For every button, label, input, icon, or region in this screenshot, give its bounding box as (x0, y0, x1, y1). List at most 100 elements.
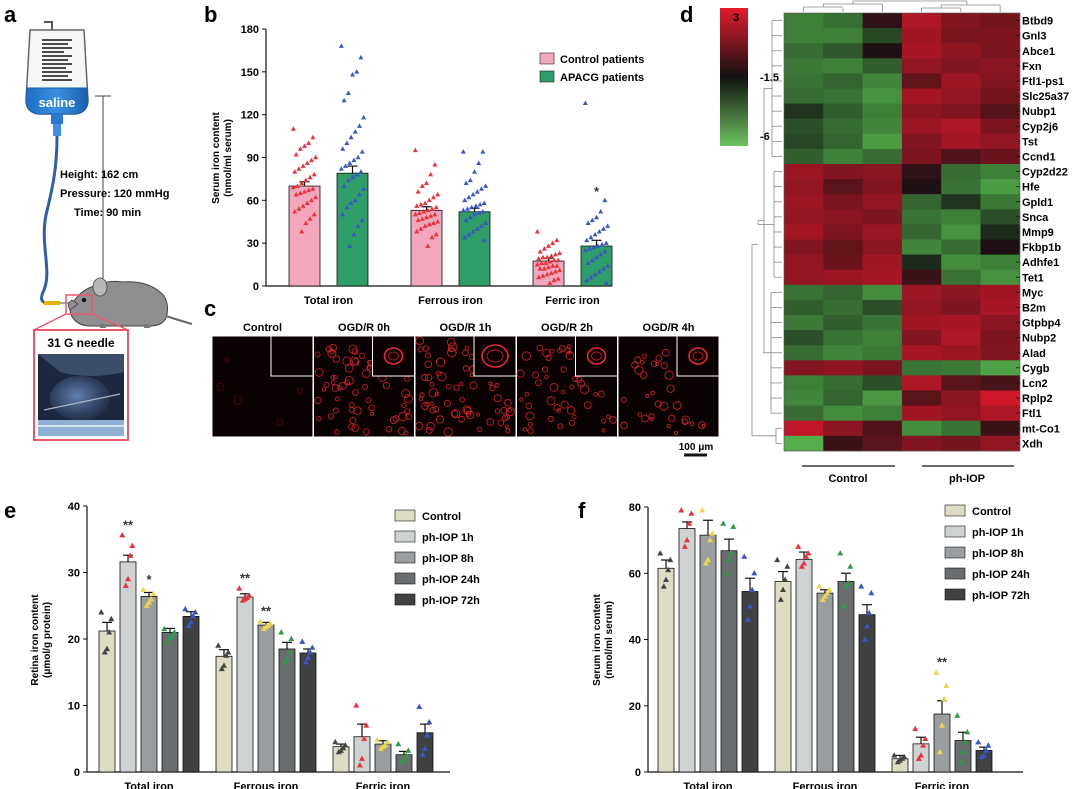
data-point-control-patients (304, 160, 310, 166)
heatmap-cell-gpld1 (823, 194, 863, 210)
heatmap-cell-nubp1 (901, 103, 942, 120)
heatmap-cell-gpld1 (862, 194, 903, 210)
row-label-tet1: Tet1 (1022, 272, 1044, 284)
panel-f-ylabel-2: (nmol/ml serum) (604, 601, 615, 679)
data-point-control-patients (306, 140, 312, 146)
cell-signal (641, 353, 647, 359)
cell-signal (560, 400, 569, 409)
data-point-control-patients (547, 259, 553, 264)
cell-signal (516, 369, 525, 378)
cell-signal (331, 384, 340, 392)
heatmap-cell-slc25a37 (901, 88, 942, 104)
data-point-apacg-patients (467, 214, 473, 220)
saline-bag-icon: saline (25, 21, 89, 136)
data-point-control-patients (412, 211, 418, 217)
data-point-control (223, 652, 230, 658)
cell-signal (560, 366, 567, 373)
panel-label-d: d (680, 2, 693, 27)
heatmap-cell-lcn2 (901, 375, 942, 391)
legend-label-ph-iop-8h: ph-IOP 8h (422, 553, 474, 565)
cell-signal (334, 429, 340, 435)
data-point-apacg-patients (344, 204, 350, 210)
data-point-control-patients (426, 221, 432, 227)
heatmap-cell-abce1 (980, 43, 1021, 59)
data-point-ph-iop-1h (684, 536, 690, 543)
heatmap-cell-btbd9 (980, 13, 1021, 29)
cell-signal (527, 427, 534, 434)
data-point-ph-iop-8h (826, 586, 833, 592)
data-point-ph-iop-1h (119, 532, 126, 538)
cell-signal (382, 381, 390, 390)
cell-signal (661, 348, 670, 357)
data-point-ph-iop-1h (127, 552, 134, 559)
heatmap-cell-mt-co1 (823, 420, 863, 437)
x-category-label: Total iron (683, 781, 733, 789)
heatmap-cell-alad (980, 345, 1021, 361)
cell-signal (233, 395, 243, 405)
colorbar-tick-top: 3 (733, 12, 739, 24)
data-point-control-patients (429, 206, 435, 211)
data-point-ph-iop-1h (801, 560, 807, 566)
data-point-apacg-patients (467, 177, 473, 183)
data-point-ph-iop-72h (866, 609, 873, 616)
cell-signal (476, 412, 481, 417)
panel-label-b: b (204, 2, 217, 27)
heatmap-cell-mmp9 (784, 224, 824, 240)
data-point-apacg-patients (589, 257, 595, 263)
heatmap-cell-slc25a37 (941, 88, 981, 104)
data-point-control-patients (297, 190, 303, 195)
data-point-ph-iop-72h (868, 589, 875, 596)
heatmap-cell-nubp2 (784, 330, 824, 346)
heatmap-cell-rplp2 (823, 390, 863, 406)
cell-signal (494, 382, 500, 388)
heatmap-cell-cygb (980, 360, 1021, 376)
heatmap-cell-ftl1 (784, 405, 824, 422)
data-point-ph-iop-72h (424, 732, 431, 738)
x-category-label: Ferrous iron (793, 781, 858, 789)
data-point-ph-iop-8h (819, 596, 826, 602)
row-label-cyp2d22: Cyp2d22 (1022, 167, 1068, 179)
heatmap-cell-tet1 (823, 269, 863, 286)
x-category-label: Total iron (304, 295, 354, 307)
data-point-control-patients (555, 276, 561, 281)
data-point-apacg-patients (352, 197, 358, 203)
row-label-abce1: Abce1 (1022, 46, 1055, 58)
heatmap-cell-tst (823, 133, 863, 150)
data-point-apacg-patients (596, 229, 602, 234)
heatmap-cell-fxn (980, 58, 1021, 74)
heatmap-cell-rplp2 (980, 390, 1021, 406)
data-point-apacg-patients (340, 146, 346, 151)
data-point-apacg-patients (338, 43, 344, 48)
data-point-apacg-patients (603, 280, 609, 285)
row-label-fxn: Fxn (1022, 61, 1042, 73)
data-point-ph-iop-24h (723, 570, 730, 576)
cell-signal (422, 345, 430, 352)
zoom-connector (33, 313, 129, 331)
panel-c-image-strip: Control OGD/R 0h OGD/R 1h OGD/R 2h OGD/R 4h (211, 322, 720, 438)
data-point-control-patients (296, 166, 302, 171)
heatmap-cell-xdh (823, 435, 863, 452)
heatmap-cell-myc (941, 284, 981, 301)
data-point-ph-iop-24h (843, 583, 849, 589)
data-point-control-patients (534, 261, 540, 267)
heatmap-cell-ftl1-ps1 (823, 73, 863, 89)
panel-e-ytick-label: 10 (68, 701, 80, 713)
heatmap-cell-ftl1-ps1 (862, 73, 903, 89)
data-point-ph-iop-24h (171, 629, 178, 635)
x-category-label: Ferrous iron (418, 295, 483, 307)
data-point-apacg-patients (605, 223, 611, 228)
data-point-ph-iop-72h (307, 649, 314, 655)
cell-signal (424, 401, 430, 408)
cell-signal (664, 370, 674, 380)
heatmap-cell-alad (823, 345, 863, 361)
data-point-ph-iop-72h (741, 553, 748, 559)
data-point-ph-iop-8h (824, 589, 831, 596)
panel-b-ylabel-1: Serum iron content (211, 111, 222, 203)
cell-signal (453, 384, 460, 391)
data-point-control-patients (536, 274, 542, 280)
inset-cell (688, 347, 708, 365)
data-point-ph-iop-24h (161, 625, 168, 632)
data-point-apacg-patients (344, 140, 350, 146)
data-point-control-patients (310, 134, 316, 140)
heatmap-cell-rplp2 (862, 390, 903, 406)
